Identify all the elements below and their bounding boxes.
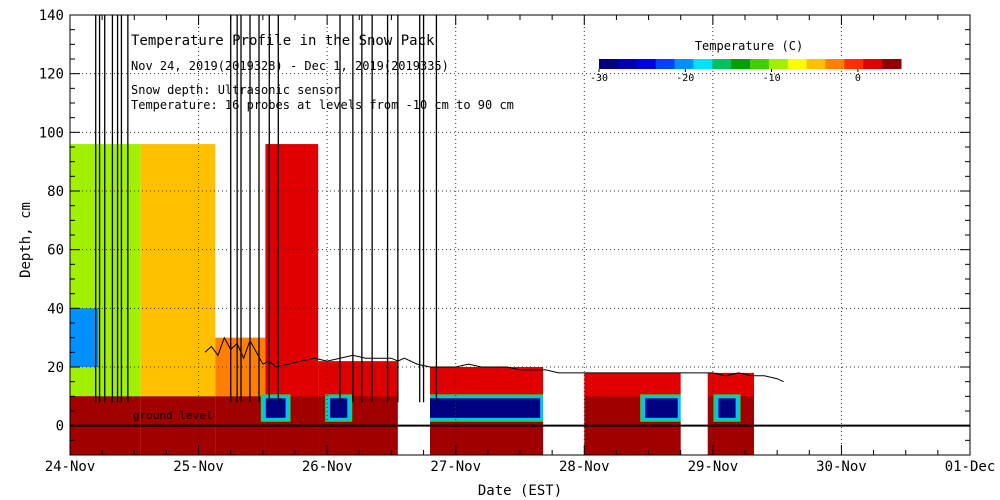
chart-title: Temperature Profile in the Snow Pack: [131, 33, 435, 49]
colorbar-tick-label: -10: [763, 73, 781, 84]
colorbar-cell: [750, 59, 770, 69]
heatmap-cell: [718, 398, 736, 418]
heatmap-cell: [330, 398, 348, 418]
heatmap-layer: [70, 15, 842, 455]
y-tick-label: 60: [47, 243, 64, 259]
colorbar-tick-label: 0: [855, 73, 861, 84]
x-tick-label: 27-Nov: [430, 459, 481, 475]
heatmap-cell: [645, 398, 678, 418]
y-tick-label: 80: [47, 184, 64, 200]
colorbar-cell: [674, 59, 694, 69]
colorbar-cell: [693, 59, 713, 69]
axes: 24-Nov 25-Nov 26-Nov 27-Nov 28-Nov 29-Nov 30-N…: [39, 8, 996, 475]
snow-depth-note: Snow depth: Ultrasonic sensor: [131, 83, 341, 97]
data-gap: [680, 15, 708, 455]
y-tick-label: 0: [56, 419, 64, 435]
data-gap: [754, 15, 842, 455]
ground-level-label: ground level: [133, 409, 212, 422]
colorbar-cell: [768, 59, 789, 69]
snow-depth-layer: [70, 15, 970, 427]
y-tick-label: 20: [47, 360, 64, 376]
colorbar-cell: [712, 59, 732, 69]
x-tick-label: 29-Nov: [688, 459, 739, 475]
heatmap-cell: [409, 398, 541, 418]
data-gap: [543, 15, 585, 455]
colorbar-cell: [731, 59, 751, 69]
data-gap: [397, 15, 430, 455]
x-tick-label: 01-Dec: [945, 459, 996, 475]
y-tick-label: 40: [47, 301, 64, 317]
colorbar-cell: [787, 59, 808, 69]
colorbar-cell: [882, 59, 902, 69]
colorbar-title: Temperature (C): [695, 39, 803, 53]
x-tick-label: 26-Nov: [302, 459, 353, 475]
colorbar-cell: [806, 59, 826, 69]
x-tick-label: 28-Nov: [559, 459, 610, 475]
colorbar-tick-label: -20: [676, 73, 694, 84]
heatmap-cell: [265, 398, 286, 418]
grid-lines: [70, 15, 970, 455]
colorbar-tick-label: -30: [590, 73, 608, 84]
y-axis-label: Depth, cm: [18, 202, 34, 278]
colorbar-cell: [844, 59, 864, 69]
colorbar-cell: [636, 59, 657, 69]
x-tick-label: 25-Nov: [173, 459, 224, 475]
y-tick-label: 140: [39, 8, 64, 24]
snow-depth-line: [204, 336, 784, 383]
y-tick-label: 120: [39, 67, 64, 83]
colorbar-cell: [655, 59, 675, 69]
chart-subtitle: Nov 24, 2019(2019328) - Dec 1, 2019(2019…: [131, 59, 449, 73]
temperature-note: Temperature: 16 probes at levels from -1…: [131, 98, 514, 112]
colorbar-cell: [863, 59, 883, 69]
colorbar-cell: [617, 59, 638, 69]
colorbar-legend: Temperature (C) -30 -20 -10 0: [590, 39, 902, 84]
x-tick-label: 30-Nov: [816, 459, 867, 475]
colorbar-cell: [825, 59, 845, 69]
y-tick-label: 100: [39, 125, 64, 141]
x-tick-label: 24-Nov: [45, 459, 96, 475]
colorbar-cell: [599, 59, 619, 69]
x-axis-label: Date (EST): [478, 483, 562, 499]
